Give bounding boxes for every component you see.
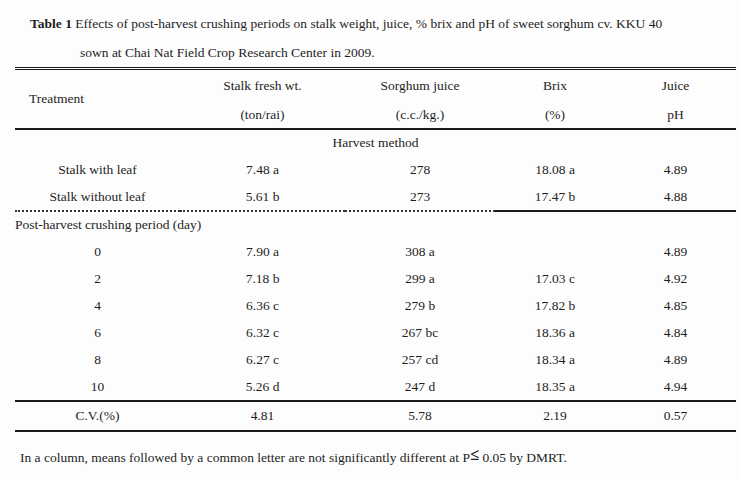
cell-treatment: 6 — [15, 319, 180, 346]
cell-brix: 18.34 a — [495, 346, 615, 373]
table-row: Stalk without leaf 5.61 b 273 17.47 b 4.… — [15, 183, 736, 211]
cell-juice: 273 — [345, 183, 495, 211]
table-row: 10 5.26 d 247 d 18.35 a 4.94 — [15, 373, 736, 401]
cell-stalk: 6.32 c — [180, 319, 345, 346]
cell-treatment: 0 — [15, 238, 180, 265]
section-header-crushing-period: Post-harvest crushing period (day) — [15, 211, 736, 238]
cell-stalk: 7.18 b — [180, 265, 345, 292]
table-row: 4 6.36 c 279 b 17.82 b 4.85 — [15, 292, 736, 319]
table-footnote: In a column, means followed by a common … — [20, 445, 741, 466]
cell-ph: 4.85 — [615, 292, 736, 319]
table-caption: Table 1 Effects of post-harvest crushing… — [0, 0, 741, 67]
col-header-brix: Brix (%) — [495, 69, 615, 130]
cell-juice: 247 d — [345, 373, 495, 401]
cell-ph: 4.84 — [615, 319, 736, 346]
cell-ph: 0.57 — [615, 401, 736, 431]
cell-brix: 17.03 c — [495, 265, 615, 292]
table-caption-text: Effects of post-harvest crushing periods… — [75, 16, 662, 31]
cell-treatment: 10 — [15, 373, 180, 401]
cell-juice: 5.78 — [345, 401, 495, 431]
cell-ph: 4.88 — [615, 183, 736, 211]
cell-stalk: 7.90 a — [180, 238, 345, 265]
cell-juice: 267 bc — [345, 319, 495, 346]
cell-treatment: 4 — [15, 292, 180, 319]
cell-brix: 18.36 a — [495, 319, 615, 346]
cell-stalk: 5.61 b — [180, 183, 345, 211]
section-header-harvest-method: Harvest method — [15, 129, 736, 156]
table-row: 8 6.27 c 257 cd 18.34 a 4.89 — [15, 346, 736, 373]
cell-stalk: 5.26 d — [180, 373, 345, 401]
cell-treatment: Stalk without leaf — [15, 183, 180, 211]
cell-treatment: Stalk with leaf — [15, 156, 180, 183]
cell-brix — [495, 238, 615, 265]
col-header-stalk-fresh-wt: Stalk fresh wt. (ton/rai) — [180, 69, 345, 130]
col-header-sorghum-juice: Sorghum juice (c.c./kg.) — [345, 69, 495, 130]
cell-ph: 4.89 — [615, 238, 736, 265]
less-than-equal-symbol: ≤ — [470, 445, 479, 464]
paper-page: Table 1 Effects of post-harvest crushing… — [0, 0, 741, 480]
cell-juice: 299 a — [345, 265, 495, 292]
cell-brix: 17.47 b — [495, 183, 615, 211]
table-number-label: Table 1 — [30, 16, 72, 31]
cell-brix: 2.19 — [495, 401, 615, 431]
cv-row: C.V.(%) 4.81 5.78 2.19 0.57 — [15, 401, 736, 431]
cell-stalk: 6.27 c — [180, 346, 345, 373]
cell-ph: 4.89 — [615, 346, 736, 373]
table-caption-line1: Table 1 Effects of post-harvest crushing… — [0, 8, 741, 38]
cell-juice: 308 a — [345, 238, 495, 265]
cell-ph: 4.89 — [615, 156, 736, 183]
cell-brix: 17.82 b — [495, 292, 615, 319]
cell-treatment: C.V.(%) — [15, 401, 180, 431]
cell-brix: 18.08 a — [495, 156, 615, 183]
cell-ph: 4.94 — [615, 373, 736, 401]
cell-stalk: 6.36 c — [180, 292, 345, 319]
table-caption-line2: sown at Chai Nat Field Crop Research Cen… — [0, 38, 741, 67]
cell-ph: 4.92 — [615, 265, 736, 292]
cell-treatment: 2 — [15, 265, 180, 292]
cell-stalk: 4.81 — [180, 401, 345, 431]
col-header-treatment: Treatment — [15, 69, 180, 130]
table-row: 0 7.90 a 308 a 4.89 — [15, 238, 736, 265]
table-row: Stalk with leaf 7.48 a 278 18.08 a 4.89 — [15, 156, 736, 183]
table-row: 6 6.32 c 267 bc 18.36 a 4.84 — [15, 319, 736, 346]
cell-juice: 278 — [345, 156, 495, 183]
table-header-row: Treatment Stalk fresh wt. (ton/rai) Sorg… — [15, 69, 736, 130]
cell-stalk: 7.48 a — [180, 156, 345, 183]
results-table: Treatment Stalk fresh wt. (ton/rai) Sorg… — [15, 67, 736, 432]
table-row: 2 7.18 b 299 a 17.03 c 4.92 — [15, 265, 736, 292]
cell-brix: 18.35 a — [495, 373, 615, 401]
col-header-juice-ph: Juice pH — [615, 69, 736, 130]
cell-treatment: 8 — [15, 346, 180, 373]
cell-juice: 279 b — [345, 292, 495, 319]
cell-juice: 257 cd — [345, 346, 495, 373]
